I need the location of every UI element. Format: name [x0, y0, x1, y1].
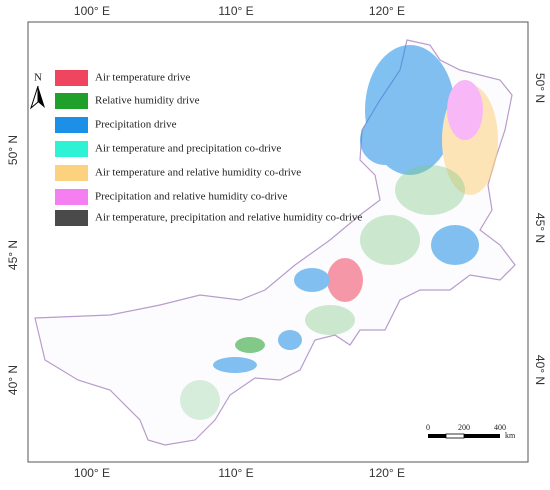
legend-swatch: [55, 165, 88, 181]
scale-label: 0: [426, 423, 430, 432]
scale-label: 400: [494, 423, 506, 432]
scale-segment: [445, 433, 465, 439]
north-label: N: [34, 72, 42, 84]
region: [34, 39, 516, 446]
scale-bar: [428, 433, 500, 439]
legend-swatch: [55, 70, 88, 86]
north-arrow-right: [38, 86, 45, 108]
longitude-label: 120° E: [369, 4, 405, 18]
scale-label: 200: [458, 423, 470, 432]
legend-label: Relative humidity drive: [95, 95, 200, 107]
legend-swatch: [55, 93, 88, 109]
legend-swatch: [55, 117, 88, 133]
legend-label: Air temperature drive: [95, 72, 190, 84]
latitude-label: 50° N: [533, 73, 547, 103]
longitude-label: 100° E: [74, 4, 110, 18]
legend-label: Precipitation and relative humidity co-d…: [95, 191, 288, 203]
latitude-label: 40° N: [533, 355, 547, 385]
drive-patches: [180, 45, 498, 420]
longitude-label: 110° E: [218, 4, 253, 18]
legend-swatch: [55, 210, 88, 226]
legend-label: Air temperature and precipitation co-dri…: [95, 143, 281, 155]
scale-segment: [428, 434, 446, 438]
longitude-label: 120° E: [369, 466, 405, 480]
longitude-label: 100° E: [74, 466, 110, 480]
legend-label: Air temperature, precipitation and relat…: [95, 212, 362, 224]
legend-label: Air temperature and relative humidity co…: [95, 167, 301, 179]
latitude-label: 45° N: [6, 240, 20, 270]
legend-swatch: [55, 189, 88, 205]
scale-unit: km: [505, 431, 516, 440]
latitude-label: 40° N: [6, 365, 20, 395]
latitude-label: 45° N: [533, 213, 547, 243]
legend-label: Precipitation drive: [95, 119, 177, 131]
latitude-label: 50° N: [6, 135, 20, 165]
scale-segment: [464, 434, 500, 438]
north-arrow: N: [29, 72, 45, 110]
legend-swatch: [55, 141, 88, 157]
longitude-label: 110° E: [218, 466, 253, 480]
